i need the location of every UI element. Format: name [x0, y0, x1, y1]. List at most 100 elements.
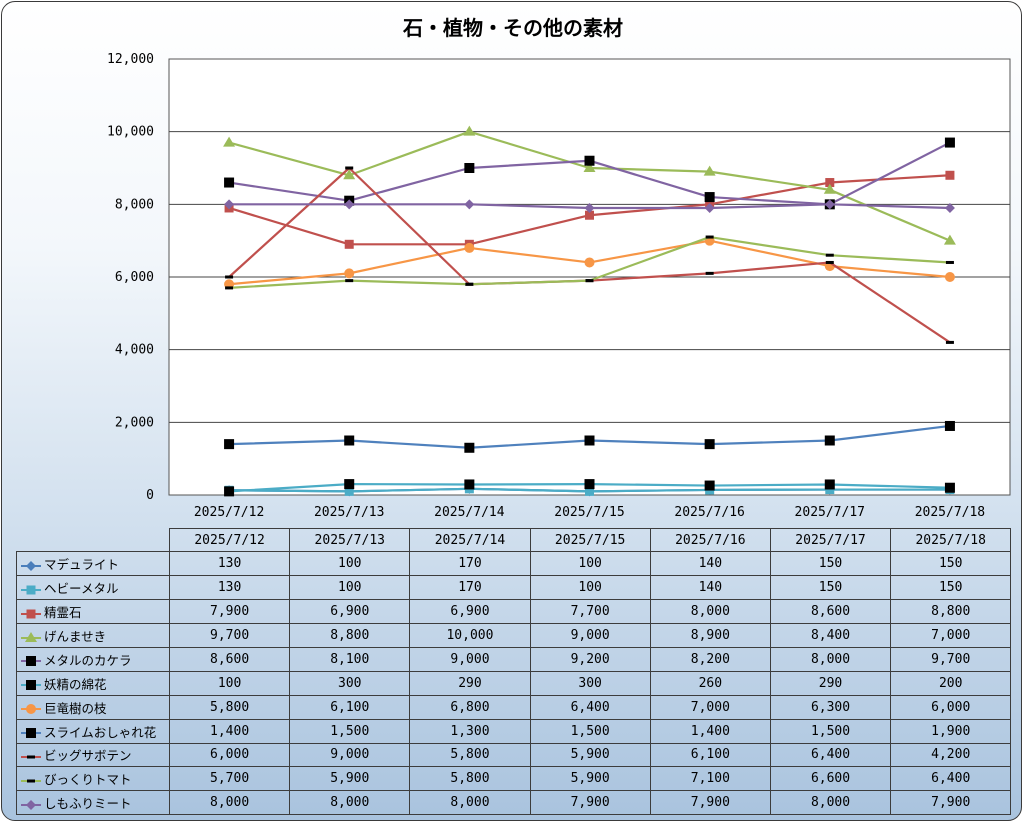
- data-point: [704, 480, 715, 491]
- y-tick-label: 6,000: [115, 270, 154, 285]
- table-row: 精霊石 7,900 6,900 6,900 7,700 8,000 8,600 8,800: [16, 599, 1012, 625]
- table-value-cell: 8,000: [649, 599, 771, 625]
- table-value-cell: 7,900: [529, 790, 651, 816]
- table-value-cell: 170: [409, 551, 531, 577]
- legend-key: [21, 704, 41, 715]
- table-value-cell: 290: [409, 670, 531, 696]
- series-name: 精霊石: [44, 605, 82, 621]
- series-label-cell: メタルのカケラ: [16, 646, 170, 672]
- table-value-cell: 5,800: [409, 766, 531, 792]
- table-value-cell: 1,500: [289, 718, 411, 744]
- data-point: [464, 163, 475, 173]
- table-value-cell: 150: [890, 551, 1012, 577]
- table-value-cell: 5,900: [529, 742, 651, 768]
- legend-key-marker: [26, 609, 36, 619]
- table-row: ビッグサボテン 6,000 9,000 5,800 5,900 6,100 6,400 4,2…: [16, 742, 1012, 768]
- data-point: [825, 253, 834, 257]
- x-tick-label: 2025/7/16: [674, 505, 744, 520]
- table-value-cell: 1,400: [649, 718, 771, 744]
- data-point: [584, 435, 595, 446]
- data-point: [945, 340, 954, 344]
- table-value-cell: 6,900: [289, 599, 411, 625]
- table-value-cell: 6,100: [649, 742, 771, 768]
- data-point: [585, 486, 594, 496]
- series-name: スライムおしゃれ花: [44, 724, 157, 740]
- y-tick-label: 2,000: [115, 415, 154, 430]
- data-point: [824, 199, 835, 210]
- table-date-header: 2025/7/16: [649, 527, 771, 553]
- y-tick-label: 8,000: [115, 197, 154, 212]
- table-value-cell: 7,700: [529, 599, 651, 625]
- table-value-cell: 1,500: [769, 718, 892, 744]
- series-name: マデュライト: [44, 557, 120, 573]
- table-value-cell: 9,200: [529, 646, 651, 672]
- table-value-cell: 8,600: [769, 599, 892, 625]
- legend-key-marker: [27, 779, 35, 783]
- data-point: [824, 435, 835, 446]
- series-10: [224, 199, 955, 213]
- data-point: [944, 482, 955, 493]
- data-point: [344, 479, 355, 490]
- data-point: [465, 282, 474, 286]
- table-value-cell: 1,500: [529, 718, 651, 744]
- legend-key: [21, 585, 41, 595]
- legend-key-marker: [26, 799, 36, 810]
- data-point: [224, 177, 235, 188]
- series-label-cell: びっくりトマト: [16, 766, 170, 792]
- data-point: [583, 162, 596, 172]
- table-value-cell: 8,000: [409, 790, 531, 816]
- table-row: しもふりミート 8,000 8,000 8,000 7,900 7,900 8,000 7,9…: [16, 790, 1012, 816]
- data-point: [344, 199, 355, 210]
- series-label-cell: マデュライト: [16, 551, 170, 577]
- table-value-cell: 140: [649, 551, 771, 577]
- table-corner: [17, 529, 170, 552]
- table-row: 巨竜樹の枝 5,800 6,100 6,800 6,400 7,000 6,300 6,000: [16, 694, 1012, 720]
- table-value-cell: 6,600: [769, 766, 892, 792]
- series-9: [225, 235, 954, 290]
- table-row: げんませき 9,700 8,800 10,000 9,000 8,900 8,400 7,00…: [16, 623, 1012, 648]
- data-point: [703, 165, 716, 176]
- y-tick-label: 0: [146, 488, 154, 503]
- table-value-cell: 9,700: [168, 623, 291, 648]
- data-point: [705, 235, 714, 239]
- table-value-cell: 7,900: [890, 790, 1012, 816]
- data-point: [943, 234, 956, 245]
- data-point: [825, 485, 835, 495]
- chart-title: 石・植物・その他の素材: [403, 16, 623, 40]
- data-point: [705, 271, 714, 275]
- series-name: しもふりミート: [44, 796, 132, 812]
- table-value-cell: 7,000: [890, 623, 1012, 648]
- table-date-header: 2025/7/13: [289, 527, 411, 553]
- series-7: [224, 420, 955, 453]
- table-row: ヘビーメタル 130 100 170 100 140 150 150: [16, 575, 1012, 601]
- series-name: 妖精の綿花: [44, 676, 107, 692]
- table-value-cell: 8,800: [289, 623, 411, 648]
- table-value-cell: 7,100: [649, 766, 771, 792]
- table-value-cell: 100: [529, 575, 651, 601]
- table-value-cell: 100: [529, 551, 651, 577]
- data-point: [225, 286, 234, 290]
- table-value-cell: 10,000: [409, 623, 531, 648]
- table-value-cell: 300: [289, 670, 411, 696]
- data-point: [223, 136, 236, 147]
- table-header-row: 2025/7/12 2025/7/13 2025/7/14 2025/7/15 2025…: [17, 527, 1012, 553]
- legend-key: [21, 680, 41, 691]
- table-value-cell: 8,000: [769, 646, 892, 672]
- data-point: [344, 435, 355, 446]
- table-value-cell: 130: [168, 575, 291, 601]
- data-point: [224, 439, 235, 450]
- table-value-cell: 6,400: [529, 694, 651, 720]
- table-value-cell: 7,000: [649, 694, 771, 720]
- table-value-cell: 8,200: [649, 646, 771, 672]
- series-3: [223, 125, 956, 245]
- x-tick-label: 2025/7/12: [194, 505, 264, 520]
- table-value-cell: 6,100: [289, 694, 411, 720]
- table-row: びっくりトマト 5,700 5,900 5,800 5,900 7,100 6,600 6,4…: [16, 766, 1012, 792]
- table-value-cell: 8,000: [289, 790, 411, 816]
- table-date-header: 2025/7/12: [168, 527, 291, 553]
- table-value-cell: 150: [890, 575, 1012, 601]
- table-date-header: 2025/7/18: [890, 527, 1012, 553]
- data-point: [704, 192, 715, 203]
- table-value-cell: 100: [289, 575, 411, 601]
- data-point: [585, 279, 594, 283]
